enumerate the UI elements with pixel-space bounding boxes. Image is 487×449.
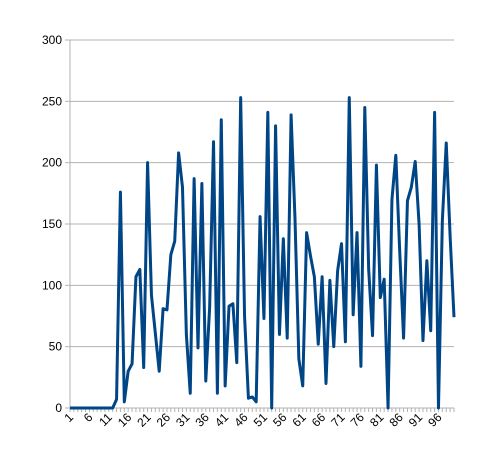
x-tick-label-41: 41 bbox=[212, 410, 232, 430]
x-tick-label-56: 56 bbox=[270, 410, 290, 430]
y-tick-label-150: 150 bbox=[42, 217, 62, 231]
x-tick-label-21: 21 bbox=[134, 410, 154, 430]
x-tick-label-16: 16 bbox=[115, 410, 135, 430]
x-tick-label-81: 81 bbox=[367, 410, 387, 430]
x-tick-label-61: 61 bbox=[290, 410, 310, 430]
y-axis-ticks: 0 50 100 150 200 250 300 bbox=[42, 33, 70, 415]
x-tick-label-66: 66 bbox=[309, 410, 329, 430]
series-group bbox=[69, 96, 456, 410]
x-tick-label-11: 11 bbox=[96, 410, 115, 429]
y-tick-label-50: 50 bbox=[49, 340, 63, 354]
x-tick-label-36: 36 bbox=[193, 410, 213, 430]
y-tick-label-250: 250 bbox=[42, 94, 62, 108]
x-tick-label-96: 96 bbox=[425, 410, 445, 430]
x-tick-label-86: 86 bbox=[386, 410, 406, 430]
x-tick-label-46: 46 bbox=[231, 410, 251, 430]
x-tick-label-91: 91 bbox=[406, 410, 426, 430]
x-tick-label-6: 6 bbox=[81, 410, 96, 425]
y-tick-label-300: 300 bbox=[42, 33, 62, 47]
series-line-1 bbox=[70, 96, 456, 410]
x-axis-ticks: 1 6 11 16 21 26 31 36 41 46 51 56 61 66 71 76 81 86 91 96 bbox=[61, 408, 455, 430]
x-tick-label-31: 31 bbox=[173, 410, 193, 430]
gridlines bbox=[70, 39, 454, 409]
x-tick-label-76: 76 bbox=[348, 410, 368, 430]
y-tick-label-200: 200 bbox=[42, 156, 62, 170]
x-tick-label-71: 71 bbox=[328, 410, 348, 430]
y-tick-label-0: 0 bbox=[55, 401, 62, 415]
x-tick-label-51: 51 bbox=[251, 410, 271, 430]
x-tick-label-26: 26 bbox=[154, 410, 174, 430]
y-tick-label-100: 100 bbox=[42, 278, 62, 292]
x-tick-label-1: 1 bbox=[61, 410, 76, 425]
